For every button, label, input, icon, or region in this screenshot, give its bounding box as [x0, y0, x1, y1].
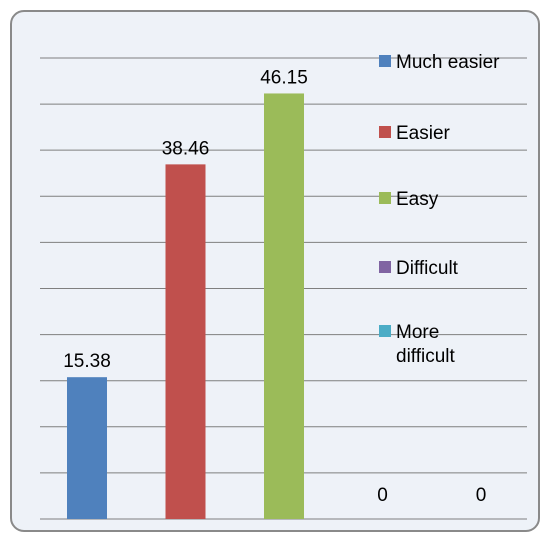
legend-label: Much easier — [396, 52, 500, 73]
bar-easier — [165, 164, 206, 520]
legend: Much easier Easier Easy Difficult More diffic… — [379, 52, 500, 367]
legend-label: More — [396, 322, 439, 343]
data-label: 0 — [377, 485, 388, 506]
data-labels: 15.38 38.46 46.15 0 0 — [63, 67, 486, 506]
legend-swatch — [379, 261, 391, 273]
bar-much-easier — [67, 377, 107, 519]
data-label: 15.38 — [63, 351, 111, 372]
legend-label: difficult — [396, 346, 456, 367]
legend-swatch — [379, 126, 391, 138]
legend-swatch — [379, 325, 391, 337]
data-label: 46.15 — [260, 67, 308, 88]
legend-swatch — [379, 192, 391, 204]
legend-swatch — [379, 55, 391, 67]
legend-label: Easy — [396, 189, 439, 210]
data-label: 0 — [476, 485, 487, 506]
legend-label: Difficult — [396, 258, 459, 279]
data-label: 38.46 — [162, 138, 210, 159]
bars — [67, 93, 304, 520]
legend-label: Easier — [396, 123, 451, 144]
bar-easy — [264, 93, 304, 519]
